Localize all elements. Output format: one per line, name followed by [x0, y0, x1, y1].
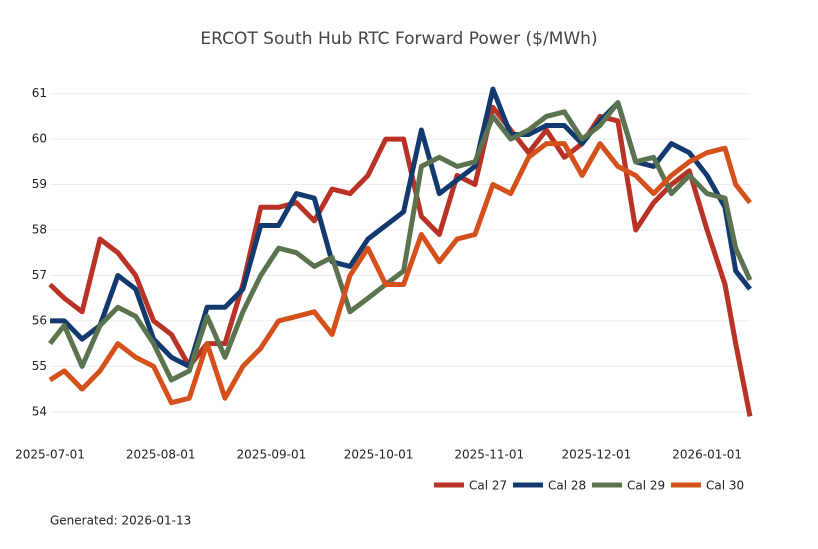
y-tick-label: 61 — [32, 86, 47, 100]
x-tick-label: 2025-12-01 — [562, 448, 632, 462]
y-tick-label: 55 — [32, 359, 47, 373]
y-tick-label: 60 — [32, 132, 47, 146]
series-line — [48, 141, 752, 406]
series-line — [48, 104, 753, 417]
y-tick-label: 59 — [32, 177, 47, 191]
chart-title: ERCOT South Hub RTC Forward Power ($/MWh… — [200, 29, 597, 49]
legend-label: Cal 29 — [627, 479, 665, 493]
x-tick-label: 2025-10-01 — [344, 448, 414, 462]
legend-label: Cal 30 — [706, 479, 744, 493]
y-tick-label: 58 — [32, 223, 47, 237]
legend-label: Cal 28 — [548, 479, 586, 493]
series-line — [48, 100, 753, 383]
series-line — [50, 86, 752, 369]
y-tick-label: 56 — [32, 313, 47, 327]
x-tick-label: 2025-09-01 — [237, 448, 307, 462]
legend-label: Cal 27 — [469, 479, 507, 493]
x-tick-label: 2025-07-01 — [15, 448, 85, 462]
x-tick-label: 2025-08-01 — [126, 448, 196, 462]
y-tick-label: 57 — [32, 268, 47, 282]
x-tick-label: 2025-11-01 — [454, 448, 524, 462]
y-tick-label: 54 — [32, 404, 47, 418]
x-tick-label: 2026-01-01 — [672, 448, 742, 462]
footnote: Generated: 2026-01-13 — [50, 514, 191, 528]
